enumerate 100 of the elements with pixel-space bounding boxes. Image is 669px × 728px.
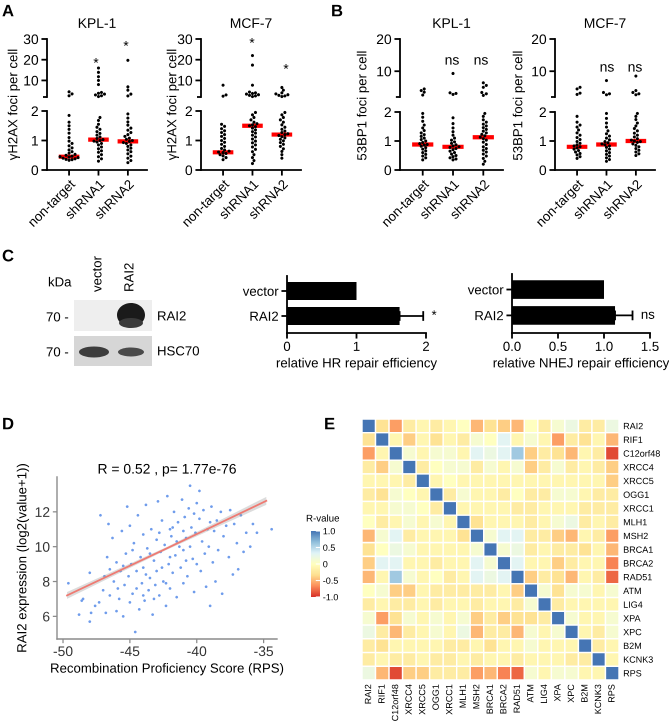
y-tick-label: LIG4: [624, 601, 642, 608]
y-tick-label: MSH2: [624, 532, 648, 540]
chart-title: MCF-7: [584, 18, 626, 28]
y-tick-label: RAD51: [624, 574, 652, 580]
x-tick-label: 0.5: [549, 342, 567, 352]
annotation: *: [284, 64, 288, 69]
y-tick-label: MLH1: [624, 519, 647, 526]
annotation: *: [124, 41, 128, 46]
y-tick-label: XPA: [623, 615, 641, 622]
y-tick-label: RPS: [624, 670, 642, 676]
annotation: ns: [446, 57, 459, 65]
y-tick-label: 20: [376, 34, 392, 44]
y-tick-label: RIF1: [624, 436, 642, 443]
y-tick-label: 1: [32, 136, 38, 146]
x-tick-label: XPC: [568, 684, 574, 703]
text: HSC70: [158, 346, 200, 356]
y-tick-label: C12orf48: [624, 450, 660, 457]
annotation: ns: [600, 64, 614, 72]
y-tick-label: 10: [377, 66, 392, 76]
y-tick-label: XRCC4: [623, 464, 654, 470]
x-tick-label: XPA: [554, 684, 560, 702]
y-tick-label: 1: [540, 136, 546, 146]
chart-title: MCF-7: [230, 18, 272, 28]
y-axis-title: 53BP1 foci per cell: [512, 51, 525, 160]
x-tick-label: RPS: [608, 684, 615, 702]
y-tick-label: 10: [24, 76, 38, 86]
annotation: *: [432, 310, 436, 315]
x-axis-title: relative HR repair efficiency: [276, 358, 438, 370]
y-tick-label: 0: [185, 165, 192, 176]
y-tick-label: OGG1: [624, 492, 649, 498]
y-tick-label: 12: [36, 507, 50, 517]
chart-title: KPL-1: [433, 18, 470, 28]
text: RAI2: [158, 311, 186, 320]
text: A: [2, 4, 14, 16]
x-tick-label: -40: [187, 646, 206, 656]
x-tick-label: KCNK3: [594, 684, 602, 714]
annotation: ns: [642, 312, 654, 319]
color-bar-label: -1.0: [323, 594, 338, 600]
y-axis-title: γH2AX foci per cell: [166, 50, 179, 160]
y-axis-title: 53BP1 foci per cell: [356, 51, 370, 160]
y-tick-label: 0: [539, 165, 546, 176]
text: RAI2: [124, 263, 134, 291]
y-axis-title: γH2AX foci per cell: [8, 50, 20, 160]
x-tick-label: -35: [254, 646, 274, 656]
text: vector: [92, 256, 102, 292]
y-tick-label: 1: [385, 136, 391, 146]
x-tick-label: MLH1: [460, 684, 466, 708]
y-tick-label: 10: [36, 542, 50, 552]
y-tick-label: 2: [540, 107, 546, 118]
text: kDa: [48, 276, 72, 287]
y-tick-label: RAI2: [624, 422, 643, 430]
y-tick-label: XPC: [623, 628, 642, 636]
color-bar-label: 0: [323, 560, 328, 568]
x-axis-title: Recombination Proficiency Score (RPS): [51, 663, 284, 676]
color-bar-label: 1.0: [323, 528, 335, 534]
x-tick-label: 0: [284, 342, 290, 352]
x-tick-label: B2M: [581, 684, 588, 702]
y-tick-label: 2: [186, 106, 192, 116]
y-tick-label: 0: [31, 165, 38, 176]
y-tick-label: 2: [32, 106, 38, 116]
chart-title: KPL-1: [78, 18, 116, 28]
y-tick-label: 20: [178, 55, 192, 65]
annotation: *: [94, 58, 98, 63]
y-tick-label: 10: [532, 66, 546, 76]
y-tick-label: 0: [384, 165, 392, 176]
x-tick-label: XRCC4: [405, 684, 412, 715]
y-tick-label: 20: [532, 34, 546, 44]
text: E: [325, 418, 334, 430]
x-tick-label: -45: [120, 646, 140, 656]
y-tick-label: 20: [24, 55, 38, 65]
x-tick-label: XRCC1: [446, 684, 452, 715]
annotation: ns: [474, 57, 488, 65]
y-axis-title: RAI2 expression (log2(value+1)): [16, 464, 30, 652]
x-tick-label: 1.0: [596, 342, 613, 352]
x-tick-label: OGG1: [432, 684, 439, 710]
y-tick-label: 10: [178, 76, 192, 86]
y-tick-label: XRCC1: [623, 505, 654, 512]
x-tick-label: 1: [354, 342, 360, 351]
y-tick-label: 30: [178, 34, 192, 44]
text: D: [3, 418, 14, 430]
x-tick-label: 1.5: [642, 342, 659, 352]
text: 70 -: [46, 347, 68, 357]
y-tick-label: BRCA1: [624, 546, 653, 553]
text: R = 0.52 , p= 1.77e-76: [98, 464, 236, 476]
color-bar-label: 0.5: [323, 544, 335, 551]
text: C: [2, 250, 14, 262]
text: B: [332, 4, 342, 16]
y-tick-label: 1: [186, 136, 192, 146]
y-tick-label: ATM: [623, 588, 641, 594]
y-tick-label: 8: [42, 576, 50, 587]
y-tick-label: KCNK3: [624, 656, 653, 663]
y-tick-label: 2: [384, 107, 391, 118]
y-tick-label: 30: [24, 34, 38, 44]
x-tick-label: XRCC5: [418, 684, 426, 715]
x-tick-label: 0.0: [503, 342, 521, 352]
x-axis-title: relative NHEJ repair efficiency: [494, 358, 669, 370]
y-tick-label: XRCC5: [623, 478, 654, 484]
x-tick-label: -50: [54, 646, 73, 656]
y-tick-label: 6: [43, 612, 50, 622]
text: 70 -: [46, 312, 68, 322]
